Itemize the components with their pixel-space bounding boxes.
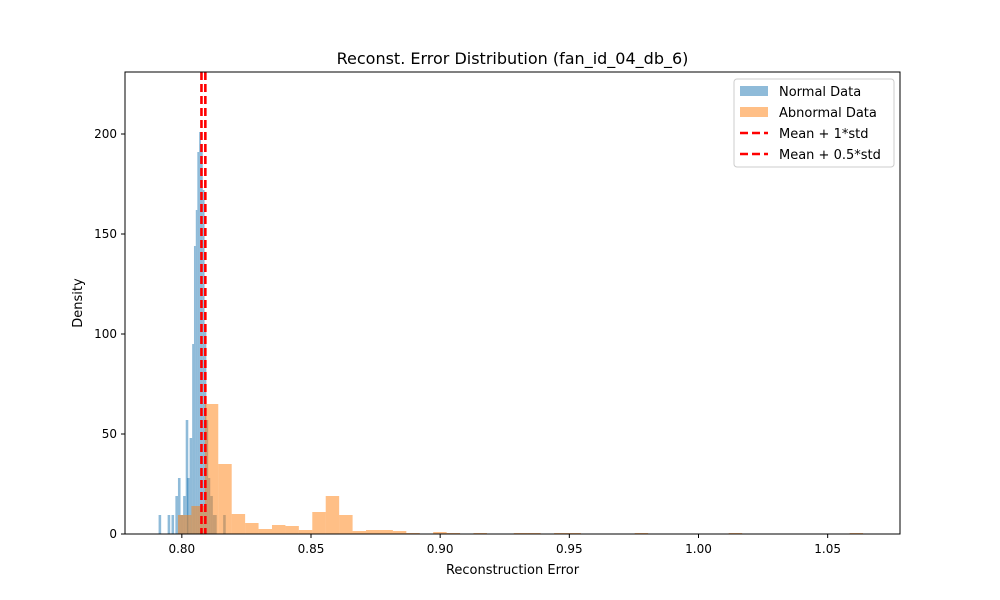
- histogram-bar-0-7: [185, 420, 189, 534]
- legend-label-1: Abnormal Data: [779, 106, 877, 121]
- legend-label-2: Mean + 1*std: [779, 127, 868, 142]
- histogram-bar-1-8: [285, 526, 299, 534]
- x-axis-label: Reconstruction Error: [446, 563, 580, 578]
- histogram-bar-1-12: [339, 515, 353, 534]
- plot-frame: [124, 71, 901, 535]
- histogram-bar-0-9: [189, 438, 193, 534]
- histogram-bar-0-4: [177, 478, 181, 534]
- histogram-bar-0-2: [171, 515, 175, 534]
- histogram-bar-0-0: [158, 515, 162, 534]
- histogram-bar-1-0: [177, 515, 192, 534]
- legend-swatch-0: [740, 86, 768, 96]
- histogram-bar-1-13: [352, 531, 367, 534]
- histogram-bar-1-10: [312, 512, 326, 534]
- histogram-bar-1-2: [204, 404, 219, 534]
- y-tick-label: 150: [94, 227, 117, 241]
- histogram-bar-1-5: [245, 523, 259, 534]
- histogram-bar-1-6: [258, 529, 272, 534]
- histogram-bar-1-9: [298, 530, 313, 534]
- x-tick-label: 0.80: [168, 542, 195, 556]
- histogram-bar-1-18: [433, 532, 447, 534]
- x-tick-label: 0.95: [556, 542, 583, 556]
- y-axis-ticks: 0 50 100 150 200: [94, 127, 125, 541]
- histogram-bar-1-1: [191, 506, 205, 534]
- histogram-bar-1-16: [392, 531, 407, 534]
- histogram-bar-0-16: [202, 190, 205, 534]
- x-axis-ticks: 0.80 0.85 0.90 0.95 1.00 1.05: [168, 534, 841, 556]
- threshold-lines-layer: [200, 72, 207, 534]
- histogram-bar-1-11: [325, 496, 340, 534]
- x-tick-label: 0.90: [427, 542, 454, 556]
- legend-label-3: Mean + 0.5*std: [779, 148, 881, 163]
- y-axis-label: Density: [71, 278, 86, 328]
- histogram-bar-1-15: [379, 530, 393, 534]
- y-tick-label: 100: [94, 327, 117, 341]
- histogram-bar-1-3: [218, 464, 232, 534]
- x-tick-label: 1.05: [814, 542, 841, 556]
- histogram-bar-0-12: [195, 210, 198, 534]
- bars-layer: [158, 132, 864, 534]
- histogram-bar-1-7: [271, 525, 286, 534]
- legend-label-0: Normal Data: [779, 85, 861, 100]
- histogram-bar-0-10: [192, 344, 194, 534]
- x-tick-label: 1.00: [685, 542, 712, 556]
- y-tick-label: 50: [102, 427, 117, 441]
- histogram-bar-0-14: [199, 132, 201, 534]
- histogram-bar-0-3: [175, 496, 178, 534]
- histogram-bar-0-8: [187, 478, 190, 534]
- histogram-bar-1-4: [231, 514, 246, 534]
- chart-title: Reconst. Error Distribution (fan_id_04_d…: [337, 49, 689, 69]
- legend-swatch-1: [740, 107, 768, 117]
- y-tick-label: 0: [109, 527, 117, 541]
- x-tick-label: 0.85: [298, 542, 325, 556]
- legend-frame: [733, 78, 895, 168]
- histogram-bar-0-1: [167, 515, 171, 534]
- histogram-bar-0-11: [193, 246, 196, 534]
- y-tick-label: 200: [94, 127, 117, 141]
- histogram-bar-0-13: [197, 152, 200, 534]
- legend-items: Normal Data Abnormal Data Mean + 1*std Mean…: [740, 85, 881, 163]
- legend: Normal Data Abnormal Data Mean + 1*std Mean…: [733, 78, 895, 168]
- histogram-bar-1-14: [366, 530, 380, 534]
